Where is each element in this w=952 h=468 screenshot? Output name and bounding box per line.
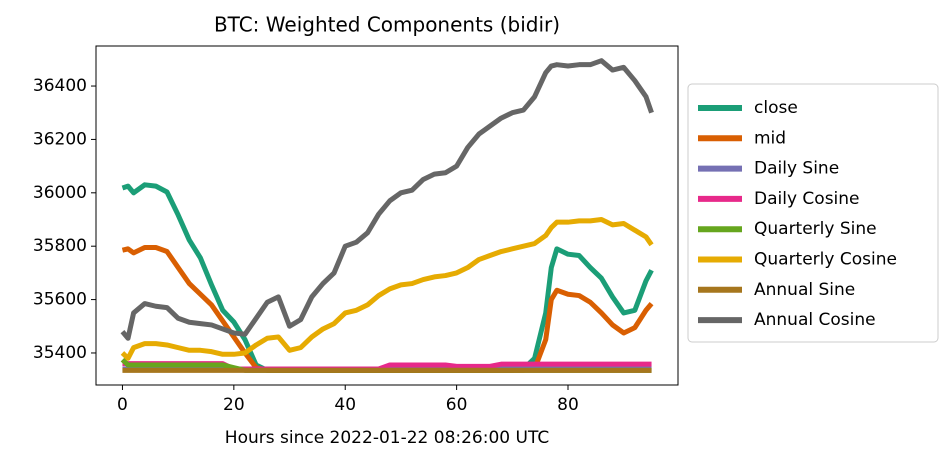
legend-label: mid [754,128,786,148]
legend-label: Quarterly Sine [754,219,877,239]
series-line [120,217,654,361]
plot-frame [95,45,679,386]
y-tick-label: 35800 [33,236,87,256]
x-tick-label: 0 [117,395,128,415]
x-tick-label: 40 [334,395,356,415]
x-tick-label: 80 [557,395,579,415]
legend-label: Daily Sine [754,159,839,179]
y-tick-label: 36400 [33,76,87,96]
y-tick-label: 35400 [33,343,87,363]
legend-box [687,83,939,343]
legend-label: Annual Sine [754,280,855,300]
series-line [120,58,654,341]
series-line [121,182,654,373]
legend-label: Quarterly Cosine [754,250,897,270]
x-tick-label: 60 [446,395,468,415]
y-tick-label: 35600 [33,290,87,310]
x-tick-label: 20 [223,395,245,415]
legend-label: Annual Cosine [754,310,876,330]
x-axis-label: Hours since 2022-01-22 08:26:00 UTC [225,428,549,448]
legend-label: close [754,98,798,118]
legend-label: Daily Cosine [754,189,860,209]
y-tick-label: 36200 [33,129,87,149]
y-tick-label: 36000 [33,183,87,203]
chart-title: BTC: Weighted Components (bidir) [214,13,560,37]
